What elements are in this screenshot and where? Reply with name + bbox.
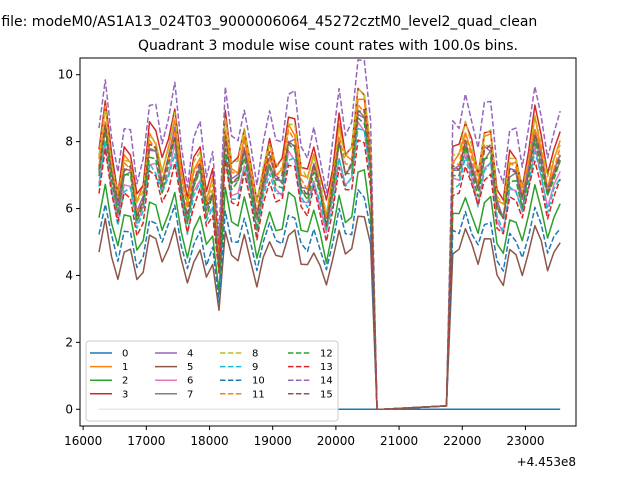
x-tick-label: 21000 bbox=[380, 434, 418, 448]
legend-label-13: 13 bbox=[320, 362, 333, 373]
x-tick-label: 22000 bbox=[443, 434, 481, 448]
y-tick-label: 4 bbox=[65, 268, 73, 282]
x-tick-label: 19000 bbox=[254, 434, 292, 448]
x-tick-label: 23000 bbox=[506, 434, 544, 448]
legend-label-9: 9 bbox=[252, 362, 258, 373]
series-line-12 bbox=[98, 117, 561, 411]
y-tick-label: 2 bbox=[65, 335, 73, 349]
x-axis: 16000 17000 18000 19000 20000 21000 22000 23000 bbox=[64, 426, 545, 448]
legend-label-2: 2 bbox=[122, 376, 128, 387]
legend-label-7: 7 bbox=[187, 389, 193, 400]
series-line-2 bbox=[98, 169, 561, 411]
legend-label-5: 5 bbox=[187, 362, 193, 373]
series-line-13 bbox=[98, 139, 561, 411]
series-layer bbox=[98, 59, 561, 411]
x-tick-label: 20000 bbox=[317, 434, 355, 448]
legend-label-10: 10 bbox=[252, 376, 265, 387]
legend-label-4: 4 bbox=[187, 349, 193, 360]
legend-label-3: 3 bbox=[122, 389, 128, 400]
legend-label-11: 11 bbox=[252, 389, 265, 400]
legend-label-8: 8 bbox=[252, 349, 258, 360]
y-tick-label: 8 bbox=[65, 135, 73, 149]
legend-label-12: 12 bbox=[320, 349, 333, 360]
series-line-15 bbox=[98, 108, 561, 411]
x-offset-label: +4.453e8 bbox=[517, 455, 576, 469]
axes-frame bbox=[79, 57, 577, 427]
y-axis: 0 2 4 6 8 10 bbox=[58, 68, 80, 416]
x-tick-label: 17000 bbox=[127, 434, 165, 448]
y-tick-label: 10 bbox=[58, 68, 73, 82]
series-line-5 bbox=[98, 215, 561, 411]
series-line-8 bbox=[98, 88, 561, 411]
chart-suptitle: n file: modeM0/AS1A13_024T03_9000006064_… bbox=[0, 14, 537, 30]
x-tick-label: 18000 bbox=[190, 434, 228, 448]
y-tick-label: 0 bbox=[65, 402, 73, 416]
legend-label-1: 1 bbox=[122, 362, 128, 373]
series-line-14 bbox=[98, 59, 561, 411]
y-tick-label: 6 bbox=[65, 202, 73, 216]
chart-title: Quadrant 3 module wise count rates with … bbox=[138, 38, 518, 54]
legend-label-14: 14 bbox=[320, 376, 333, 387]
legend-label-6: 6 bbox=[187, 376, 193, 387]
legend-label-15: 15 bbox=[320, 389, 333, 400]
x-tick-label: 16000 bbox=[64, 434, 102, 448]
legend-label-0: 0 bbox=[122, 349, 128, 360]
series-line-9 bbox=[98, 127, 561, 411]
legend-box bbox=[85, 340, 339, 422]
